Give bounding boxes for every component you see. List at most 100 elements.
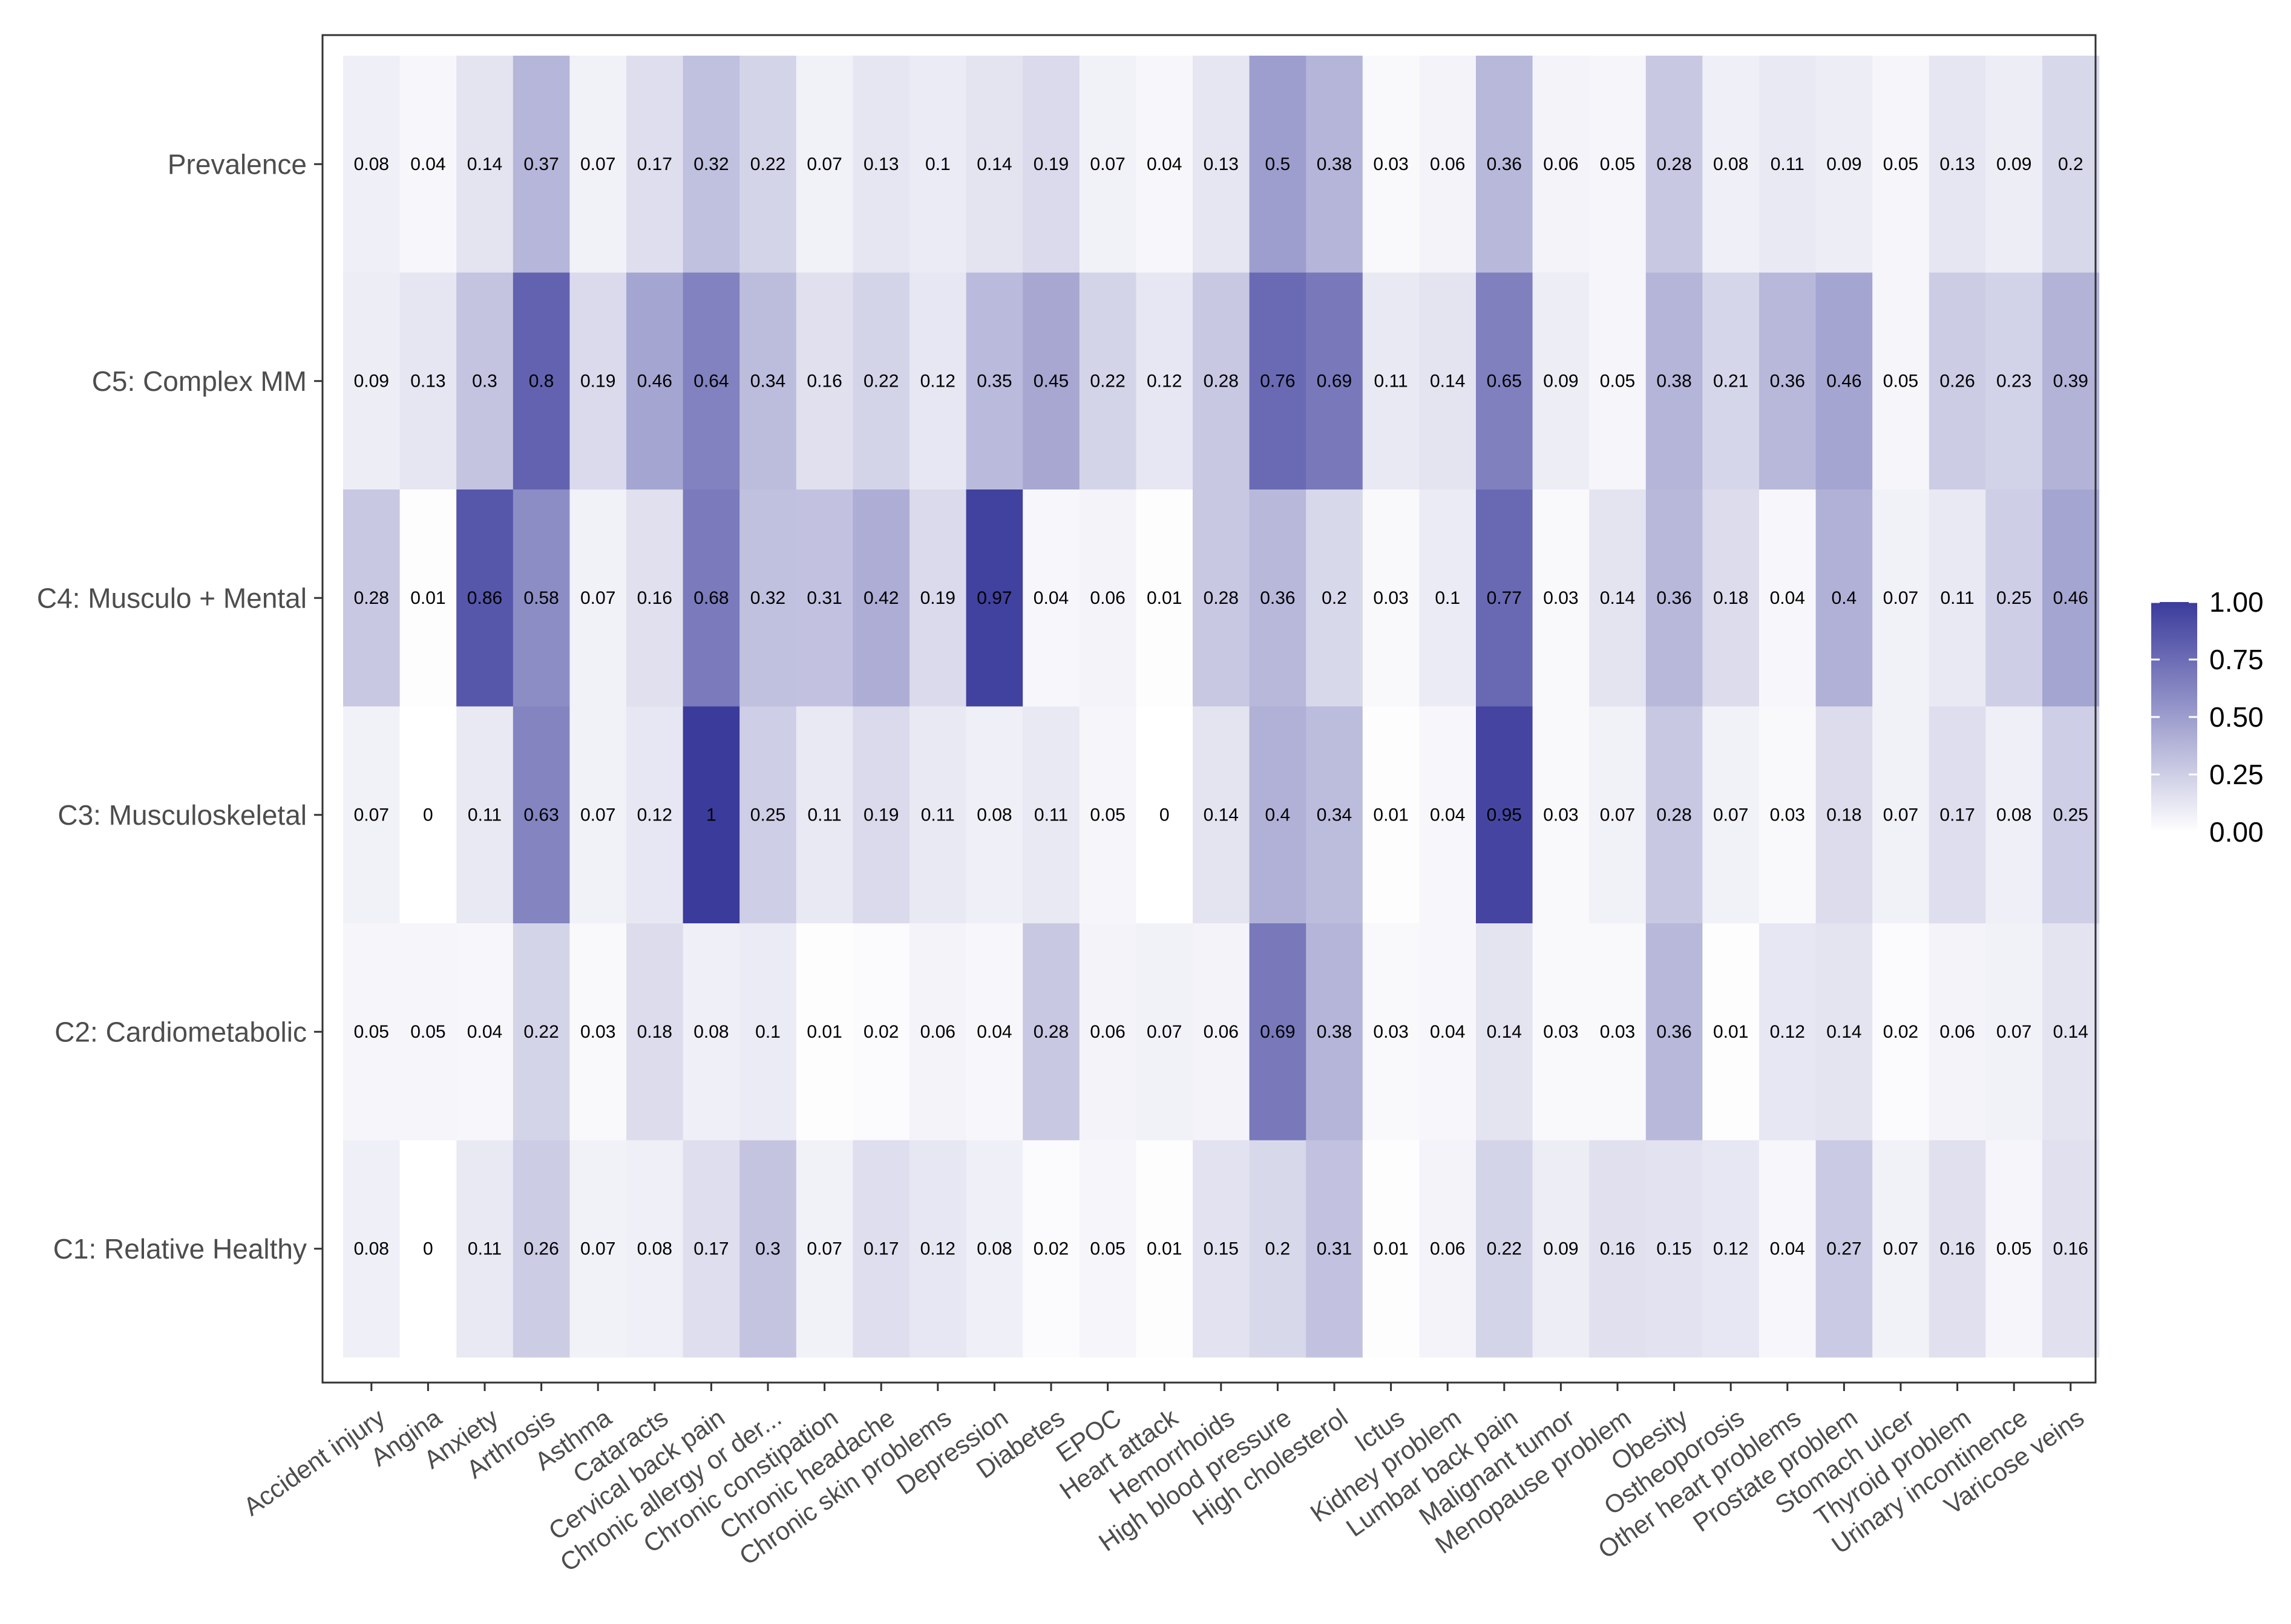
cell-value-label: 0.36	[1260, 588, 1295, 608]
cell-value-label: 0.25	[750, 805, 785, 825]
cell-value-label: 0.3	[755, 1239, 781, 1259]
cell-value-label: 0.13	[1204, 154, 1239, 174]
cell-value-label: 0.22	[523, 1022, 559, 1042]
heatmap-cell	[1362, 706, 1420, 924]
heatmap-cell	[626, 489, 684, 707]
cell-value-label: 0.14	[1204, 805, 1239, 825]
heatmap-cell	[399, 706, 457, 924]
cell-value-label: 0.06	[1090, 588, 1125, 608]
cell-value-label: 0.03	[1373, 588, 1408, 608]
cell-value-label: 0.03	[1543, 805, 1578, 825]
heatmap-cell	[2042, 923, 2100, 1141]
cell-value-label: 0.06	[1090, 1022, 1125, 1042]
cell-value-label: 0.07	[1600, 805, 1635, 825]
heatmap-cell	[1589, 1140, 1647, 1358]
cell-value-label: 0.25	[2053, 805, 2088, 825]
heatmap-cell	[1193, 1140, 1250, 1358]
heatmap-cell	[1362, 56, 1420, 273]
cell-value-label: 0.08	[1713, 154, 1748, 174]
heatmap-cell	[966, 56, 1023, 273]
heatmap-cell	[2042, 706, 2100, 924]
heatmap-cell	[910, 923, 967, 1141]
heatmap-cell	[853, 489, 910, 707]
y-tick-label: C2: Cardiometabolic	[54, 1016, 307, 1047]
heatmap-cell	[796, 923, 853, 1141]
heatmap-cell	[1362, 272, 1420, 490]
heatmap-cell	[1759, 489, 1817, 707]
cell-value-label: 0.17	[864, 1239, 899, 1259]
cell-value-label: 0.05	[1090, 1239, 1125, 1259]
heatmap-cell	[739, 1140, 797, 1358]
cell-value-label: 0.19	[1034, 154, 1069, 174]
cell-value-label: 0.15	[1656, 1239, 1691, 1259]
cell-value-label: 0.04	[1770, 588, 1805, 608]
heatmap-cell	[1645, 489, 1703, 707]
cell-value-label: 0.38	[1317, 1022, 1352, 1042]
cell-value-label: 0.28	[1204, 371, 1239, 391]
heatmap-cell	[966, 1140, 1023, 1358]
cell-value-label: 0.05	[1996, 1239, 2031, 1259]
heatmap-cell	[1815, 56, 1873, 273]
heatmap-cell	[1306, 706, 1363, 924]
cell-value-label: 0.05	[1090, 805, 1125, 825]
cell-value-label: 0.08	[977, 805, 1012, 825]
cell-value-label: 0.04	[1147, 154, 1182, 174]
heatmap-cell	[1023, 706, 1080, 924]
heatmap-cell	[1759, 706, 1817, 924]
cell-value-label: 0.06	[1430, 154, 1465, 174]
heatmap-cell	[910, 1140, 967, 1358]
cell-value-label: 0	[423, 805, 433, 825]
cell-value-label: 0.17	[637, 154, 672, 174]
cell-value-label: 0.08	[637, 1239, 672, 1259]
heatmap-cell	[910, 272, 967, 490]
cell-value-label: 0.09	[1826, 154, 1861, 174]
cell-value-label: 0.1	[755, 1022, 781, 1042]
cell-value-label: 0.05	[1883, 371, 1918, 391]
heatmap-cell	[796, 489, 853, 707]
cell-value-label: 0.38	[1317, 154, 1352, 174]
heatmap-cell	[1249, 1140, 1306, 1358]
heatmap-cell	[1306, 1140, 1363, 1358]
cell-value-label: 0.19	[920, 588, 955, 608]
cell-value-label: 0.07	[580, 1239, 615, 1259]
cell-value-label: 0.25	[1996, 588, 2031, 608]
cell-value-label: 0.28	[1656, 805, 1691, 825]
heatmap-cell	[1985, 56, 2043, 273]
cell-value-label: 0.07	[807, 1239, 842, 1259]
cell-value-label: 0.13	[410, 371, 445, 391]
cell-value-label: 0.32	[750, 588, 785, 608]
heatmap-cell	[513, 706, 570, 924]
heatmap-cell	[456, 489, 514, 707]
cell-value-label: 0.58	[523, 588, 559, 608]
heatmap-cell	[966, 272, 1023, 490]
heatmap-cell	[739, 489, 797, 707]
cell-value-label: 0.11	[1941, 588, 1975, 608]
heatmap-cell	[1532, 706, 1590, 924]
heatmap-cell	[1645, 272, 1703, 490]
cell-value-label: 0.01	[1147, 588, 1182, 608]
heatmap-cell	[1929, 923, 1986, 1141]
heatmap-cell	[1193, 923, 1250, 1141]
cell-value-label: 0.01	[1147, 1239, 1182, 1259]
heatmap-cell	[1362, 489, 1420, 707]
heatmap-cell	[1306, 272, 1363, 490]
heatmap-cell	[1985, 923, 2043, 1141]
heatmap-cell	[1702, 706, 1760, 924]
cell-value-label: 0.4	[1265, 805, 1291, 825]
cell-value-label: 0.46	[1826, 371, 1861, 391]
cell-value-label: 0.16	[807, 371, 842, 391]
heatmap-cell	[1306, 489, 1363, 707]
cell-value-label: 0.5	[1265, 154, 1291, 174]
heatmap-cell	[1759, 923, 1817, 1141]
heatmap-cell	[1476, 489, 1533, 707]
heatmap-cell	[1929, 706, 1986, 924]
heatmap-cell	[1702, 923, 1760, 1141]
cell-value-label: 0.36	[1770, 371, 1805, 391]
heatmap-cell	[1079, 1140, 1136, 1358]
heatmap-cell	[1532, 272, 1590, 490]
heatmap-cell	[1419, 923, 1477, 1141]
heatmap-cell	[399, 489, 457, 707]
cell-value-label: 0.11	[468, 805, 502, 825]
heatmap-cell	[1872, 1140, 1930, 1358]
